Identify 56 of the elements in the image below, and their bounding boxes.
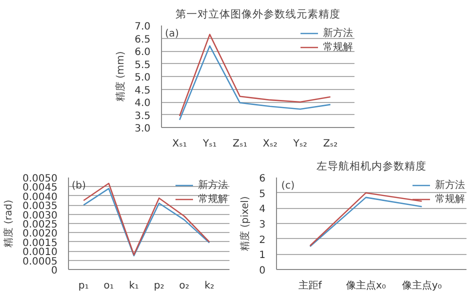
x-tick-label: 主距f — [298, 280, 322, 292]
y-tick-label: 3 — [259, 220, 266, 230]
y-tick-label: 0.0035 — [22, 201, 58, 212]
x-tick-label: 像主点x₀ — [346, 280, 386, 292]
x-tick-label: Xₛ₂ — [262, 138, 278, 150]
legend-label: 常规解 — [323, 40, 353, 54]
x-tick-label: Zₛ₂ — [323, 138, 338, 150]
y-tick-label: 7.0 — [134, 22, 151, 32]
y-tick-label: 4 — [259, 204, 266, 216]
y-tick-label: 5 — [259, 188, 266, 200]
y-tick-label: 0 — [51, 266, 58, 276]
legend-label: 新方法 — [435, 178, 465, 192]
y-tick-label: 1 — [259, 250, 266, 262]
y-tick-label: 0.0015 — [22, 238, 58, 249]
y-tick-label: 5.5 — [134, 60, 151, 71]
y-axis-title: 精度 (rad) — [2, 200, 15, 248]
y-tick-label: 0.0010 — [22, 247, 58, 258]
y-tick-label: 0.0045 — [22, 182, 58, 194]
x-tick-label: Zₛ₁ — [232, 138, 248, 150]
x-tick-label: k₂ — [204, 280, 214, 292]
x-tick-label: 像主点y₀ — [402, 280, 442, 292]
y-tick-label: 4.0 — [134, 98, 151, 109]
legend-label: 常规解 — [435, 192, 465, 206]
annotation: (a) — [165, 28, 180, 40]
legend-label: 新方法 — [323, 26, 353, 40]
x-tick-label: k₁ — [129, 280, 139, 292]
y-tick-label: 0.0025 — [22, 220, 58, 230]
chart-title: 第一对立体图像外参数线元素精度 — [176, 8, 340, 20]
x-tick-label: Yₛ₁ — [202, 138, 217, 150]
x-tick-label: o₁ — [104, 280, 114, 292]
y-tick-label: 6 — [259, 174, 266, 184]
x-tick-label: p₁ — [78, 280, 89, 292]
y-tick-label: 4.5 — [134, 85, 151, 96]
chart-title: 左导航相机内参数精度 — [316, 160, 426, 172]
y-tick-label: 3.0 — [134, 124, 151, 134]
x-tick-label: Yₛ₂ — [292, 138, 308, 150]
legend-label: 常规解 — [198, 192, 228, 206]
x-tick-label: p₂ — [154, 280, 164, 292]
annotation: (b) — [72, 180, 86, 192]
y-axis-title: 精度 (mm) — [114, 51, 127, 102]
y-tick-label: 0.0050 — [22, 174, 58, 184]
y-tick-label: 0.0030 — [22, 210, 58, 222]
x-tick-label: o₂ — [179, 280, 190, 292]
y-tick-label: 2 — [259, 234, 266, 246]
annotation: (c) — [281, 180, 295, 192]
y-tick-label: 5.0 — [134, 72, 151, 84]
legend-label: 新方法 — [198, 178, 228, 192]
y-tick-label: 0 — [259, 266, 266, 276]
y-tick-label: 3.5 — [134, 110, 151, 122]
y-tick-label: 6.5 — [134, 34, 151, 46]
y-tick-label: 0.0005 — [22, 256, 58, 268]
y-tick-label: 0.0040 — [22, 192, 58, 203]
y-tick-label: 0.0020 — [22, 228, 58, 240]
y-tick-label: 6.0 — [134, 47, 151, 58]
y-axis-title: 精度 (pixel) — [239, 196, 252, 251]
x-tick-label: Xₛ₁ — [172, 138, 187, 150]
